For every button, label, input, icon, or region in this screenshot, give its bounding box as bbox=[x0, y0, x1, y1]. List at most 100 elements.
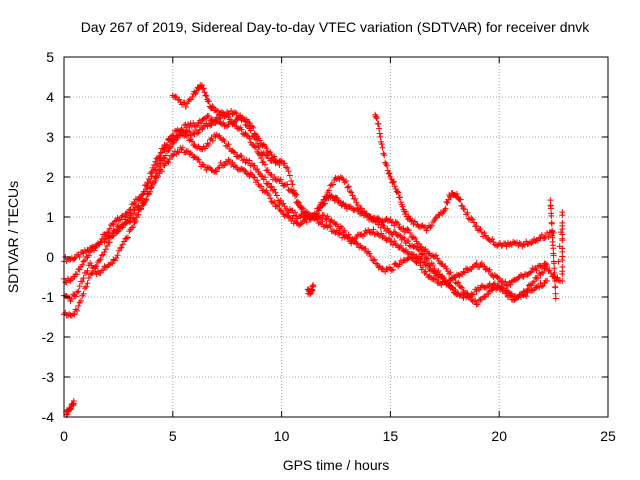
data-point bbox=[435, 267, 442, 274]
data-point bbox=[348, 240, 355, 247]
data-point bbox=[152, 166, 159, 173]
series-track-i bbox=[547, 197, 566, 302]
data-point bbox=[392, 260, 399, 267]
data-point bbox=[345, 183, 352, 190]
data-point bbox=[476, 297, 483, 304]
data-point bbox=[84, 280, 91, 287]
data-point bbox=[379, 234, 386, 241]
data-point bbox=[559, 278, 566, 284]
data-point bbox=[203, 143, 210, 150]
data-point bbox=[185, 132, 192, 139]
data-point bbox=[310, 282, 317, 288]
data-point bbox=[232, 149, 239, 156]
data-point bbox=[74, 289, 81, 296]
data-point bbox=[185, 121, 192, 128]
data-point bbox=[473, 223, 480, 230]
data-point bbox=[531, 278, 538, 285]
data-point bbox=[370, 257, 377, 264]
data-point bbox=[93, 271, 100, 278]
data-point bbox=[378, 141, 385, 148]
data-point bbox=[444, 268, 451, 275]
data-point bbox=[165, 159, 172, 166]
data-point bbox=[499, 278, 506, 285]
data-point bbox=[89, 270, 96, 277]
data-point bbox=[341, 179, 348, 186]
data-point bbox=[410, 244, 417, 251]
data-point bbox=[528, 240, 535, 247]
data-point bbox=[138, 206, 145, 213]
data-point bbox=[71, 311, 78, 318]
data-point bbox=[420, 251, 427, 258]
data-point bbox=[151, 167, 158, 174]
data-point bbox=[461, 269, 468, 276]
data-point bbox=[267, 195, 274, 202]
data-point bbox=[440, 275, 447, 282]
data-point bbox=[544, 278, 551, 284]
data-point bbox=[71, 273, 78, 280]
data-point bbox=[427, 224, 434, 231]
data-point bbox=[474, 300, 481, 307]
data-point bbox=[200, 124, 207, 131]
data-point bbox=[215, 165, 222, 172]
data-point bbox=[269, 187, 276, 194]
data-point bbox=[178, 126, 185, 133]
data-point bbox=[128, 224, 135, 231]
data-point bbox=[202, 115, 209, 122]
data-point bbox=[239, 130, 246, 137]
data-point bbox=[268, 183, 275, 190]
data-point bbox=[220, 119, 227, 126]
data-point bbox=[110, 256, 117, 263]
data-point bbox=[455, 271, 462, 278]
data-point bbox=[289, 188, 296, 195]
data-point bbox=[409, 217, 416, 224]
data-point bbox=[293, 199, 300, 206]
data-point bbox=[390, 266, 397, 273]
data-point bbox=[431, 266, 438, 273]
data-point bbox=[190, 119, 197, 126]
data-point bbox=[81, 285, 88, 292]
data-point bbox=[529, 287, 536, 294]
data-point bbox=[417, 256, 424, 263]
data-point bbox=[130, 200, 137, 207]
data-point bbox=[473, 301, 480, 308]
data-point bbox=[554, 277, 561, 284]
y-tick-label: -3 bbox=[42, 369, 55, 385]
data-point bbox=[540, 282, 547, 289]
data-point bbox=[353, 240, 360, 247]
data-point bbox=[209, 137, 216, 144]
series-track-g bbox=[63, 398, 77, 418]
data-point bbox=[267, 184, 274, 191]
data-point bbox=[459, 285, 466, 292]
data-point bbox=[550, 245, 557, 252]
data-point bbox=[331, 219, 338, 226]
data-point bbox=[252, 136, 259, 143]
data-point bbox=[364, 213, 371, 220]
data-point bbox=[418, 223, 425, 230]
data-point bbox=[237, 152, 244, 159]
data-point bbox=[143, 196, 150, 203]
data-point bbox=[559, 237, 566, 244]
data-point bbox=[383, 162, 390, 169]
data-point bbox=[375, 231, 382, 238]
data-point bbox=[108, 222, 115, 229]
data-point bbox=[62, 309, 69, 316]
data-point bbox=[527, 269, 534, 276]
data-point bbox=[349, 192, 356, 199]
data-point bbox=[420, 264, 427, 271]
data-point bbox=[410, 255, 417, 262]
data-point bbox=[519, 290, 526, 297]
data-point bbox=[320, 223, 327, 230]
data-point bbox=[352, 196, 359, 203]
data-point bbox=[144, 184, 151, 191]
data-point bbox=[121, 238, 128, 245]
data-point bbox=[477, 226, 484, 233]
data-point bbox=[124, 209, 131, 216]
data-point bbox=[258, 155, 265, 162]
data-point bbox=[203, 92, 210, 99]
data-point bbox=[387, 265, 394, 272]
data-point bbox=[298, 206, 305, 213]
data-point bbox=[74, 271, 81, 278]
y-tick-label: -4 bbox=[42, 409, 55, 425]
data-point bbox=[156, 157, 163, 164]
